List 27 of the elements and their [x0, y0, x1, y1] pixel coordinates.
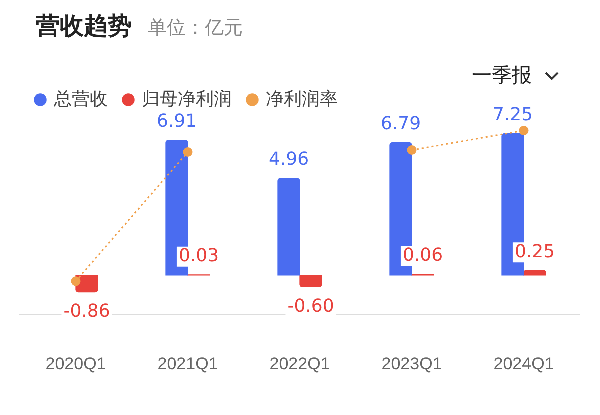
point: [519, 126, 529, 136]
bar: [300, 275, 322, 288]
data-label: 6.79: [380, 113, 422, 134]
legend-label: 净利润率: [266, 88, 338, 109]
data-label: 0.03: [178, 246, 220, 267]
data-label: 6.91: [156, 110, 198, 132]
point: [407, 146, 417, 156]
bar: [524, 270, 546, 276]
legend-label: 归母净利润: [142, 88, 232, 109]
bar: [278, 178, 300, 276]
point: [71, 276, 81, 286]
x-tick-label: 2023Q1: [382, 354, 442, 374]
x-tick-label: 2022Q1: [270, 354, 330, 374]
x-tick-label: 2020Q1: [46, 354, 106, 374]
chart-title: 营收趋势: [36, 11, 132, 42]
data-label: -0.60: [288, 296, 334, 317]
point: [183, 148, 193, 157]
legend-label: 总营收: [53, 88, 108, 109]
x-tick-label: 2024Q1: [494, 354, 554, 374]
data-label: 0.06: [402, 244, 444, 266]
data-label: 0.25: [514, 241, 556, 262]
x-tick-label: 2021Q1: [158, 354, 218, 374]
data-label: -0.86: [64, 300, 110, 322]
text: 一季报: [472, 62, 532, 89]
data-label: 7.25: [492, 104, 534, 126]
chart-subtitle: 单位：亿元: [148, 16, 243, 41]
data-label: 4.96: [268, 149, 310, 170]
